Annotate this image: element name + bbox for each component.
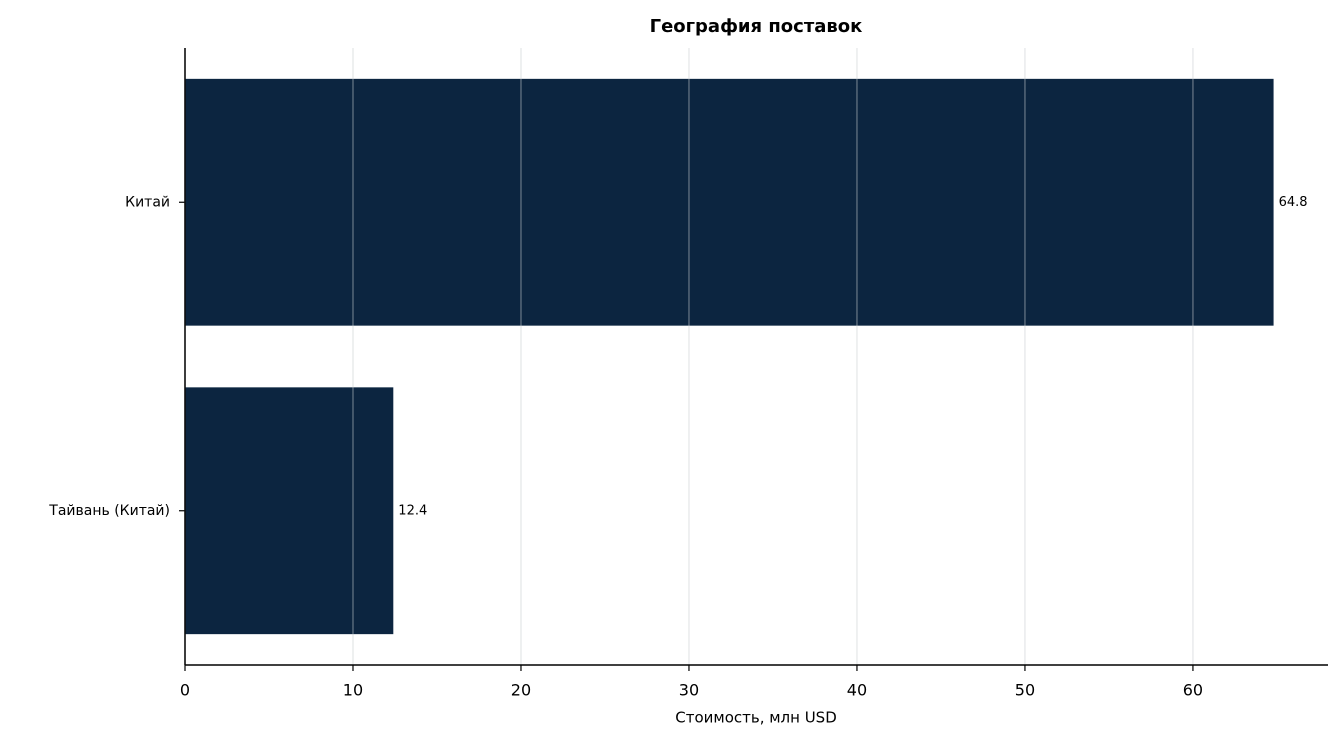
x-axis-label: Стоимость, млн USD bbox=[675, 709, 837, 727]
x-tick-label: 20 bbox=[511, 681, 531, 700]
x-tick-label: 10 bbox=[343, 681, 363, 700]
bar bbox=[185, 78, 1274, 326]
value-label: 12.4 bbox=[398, 503, 427, 518]
x-tick-label: 50 bbox=[1015, 681, 1035, 700]
x-tick-label: 30 bbox=[679, 681, 699, 700]
y-tick-label: Китай bbox=[125, 194, 170, 210]
x-tick-label: 60 bbox=[1183, 681, 1203, 700]
bar bbox=[185, 387, 394, 635]
x-tick-label: 40 bbox=[847, 681, 867, 700]
x-tick-label: 0 bbox=[180, 681, 190, 700]
y-tick-label: Тайвань (Китай) bbox=[48, 503, 170, 519]
value-label: 64.8 bbox=[1279, 195, 1308, 210]
chart-title: География поставок bbox=[650, 16, 863, 37]
